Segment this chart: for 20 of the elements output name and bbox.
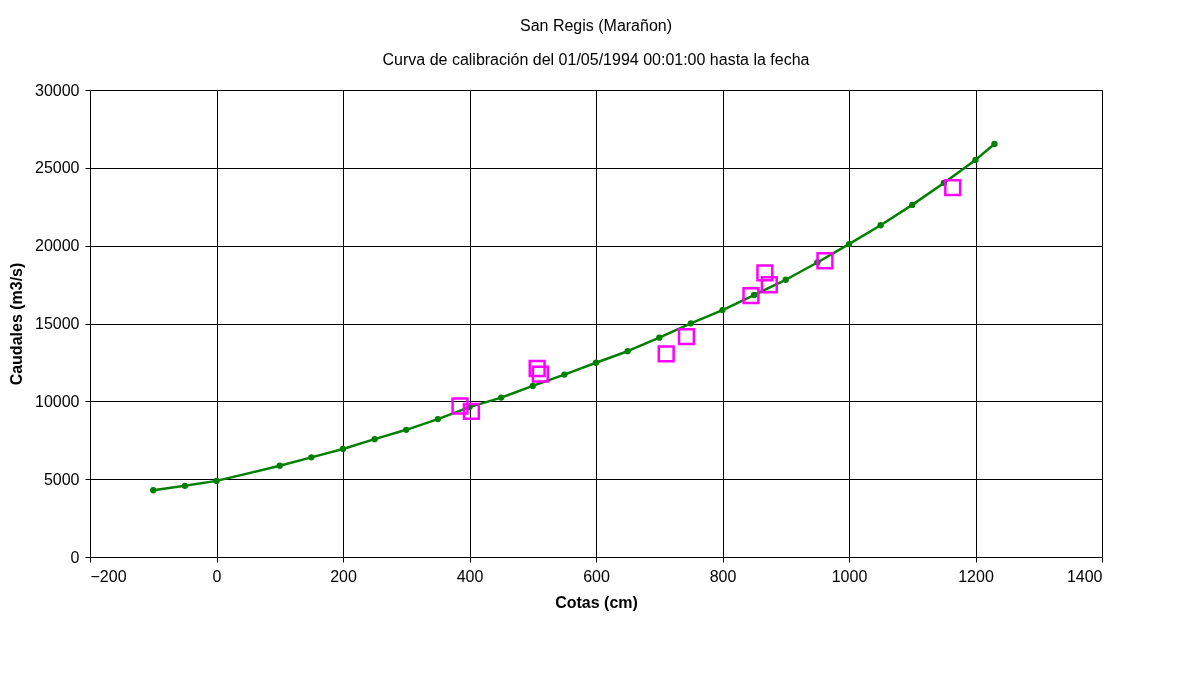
x-tick-label: −200 xyxy=(90,567,127,585)
x-tick-label: 800 xyxy=(709,567,737,585)
y-tick-label: 25000 xyxy=(35,159,80,177)
x-tick-label: 200 xyxy=(330,567,357,585)
x-tick-label: 1200 xyxy=(958,567,994,585)
x-tick-label: 600 xyxy=(583,567,610,585)
chart-subtitle: Curva de calibración del 01/05/1994 00:01:00 hasta la fecha xyxy=(382,51,810,68)
y-tick-label: 30000 xyxy=(35,81,80,99)
chart-title: San Regis (Marañon) xyxy=(519,17,673,34)
y-tick-label: 15000 xyxy=(35,315,80,332)
x-axis-title: Cotas (cm) xyxy=(555,593,638,611)
y-tick-label: 5000 xyxy=(43,470,80,488)
x-tick-label: 1400 xyxy=(1066,567,1103,585)
x-tick-label: 1000 xyxy=(831,567,868,585)
x-tick-label: 400 xyxy=(456,567,484,585)
y-axis-title: Caudales (m3/s) xyxy=(8,262,26,386)
y-tick-label: 20000 xyxy=(35,237,80,255)
x-tick-label: 0 xyxy=(212,567,222,585)
y-tick-label: 10000 xyxy=(35,392,80,410)
y-tick-label: 0 xyxy=(70,548,80,566)
